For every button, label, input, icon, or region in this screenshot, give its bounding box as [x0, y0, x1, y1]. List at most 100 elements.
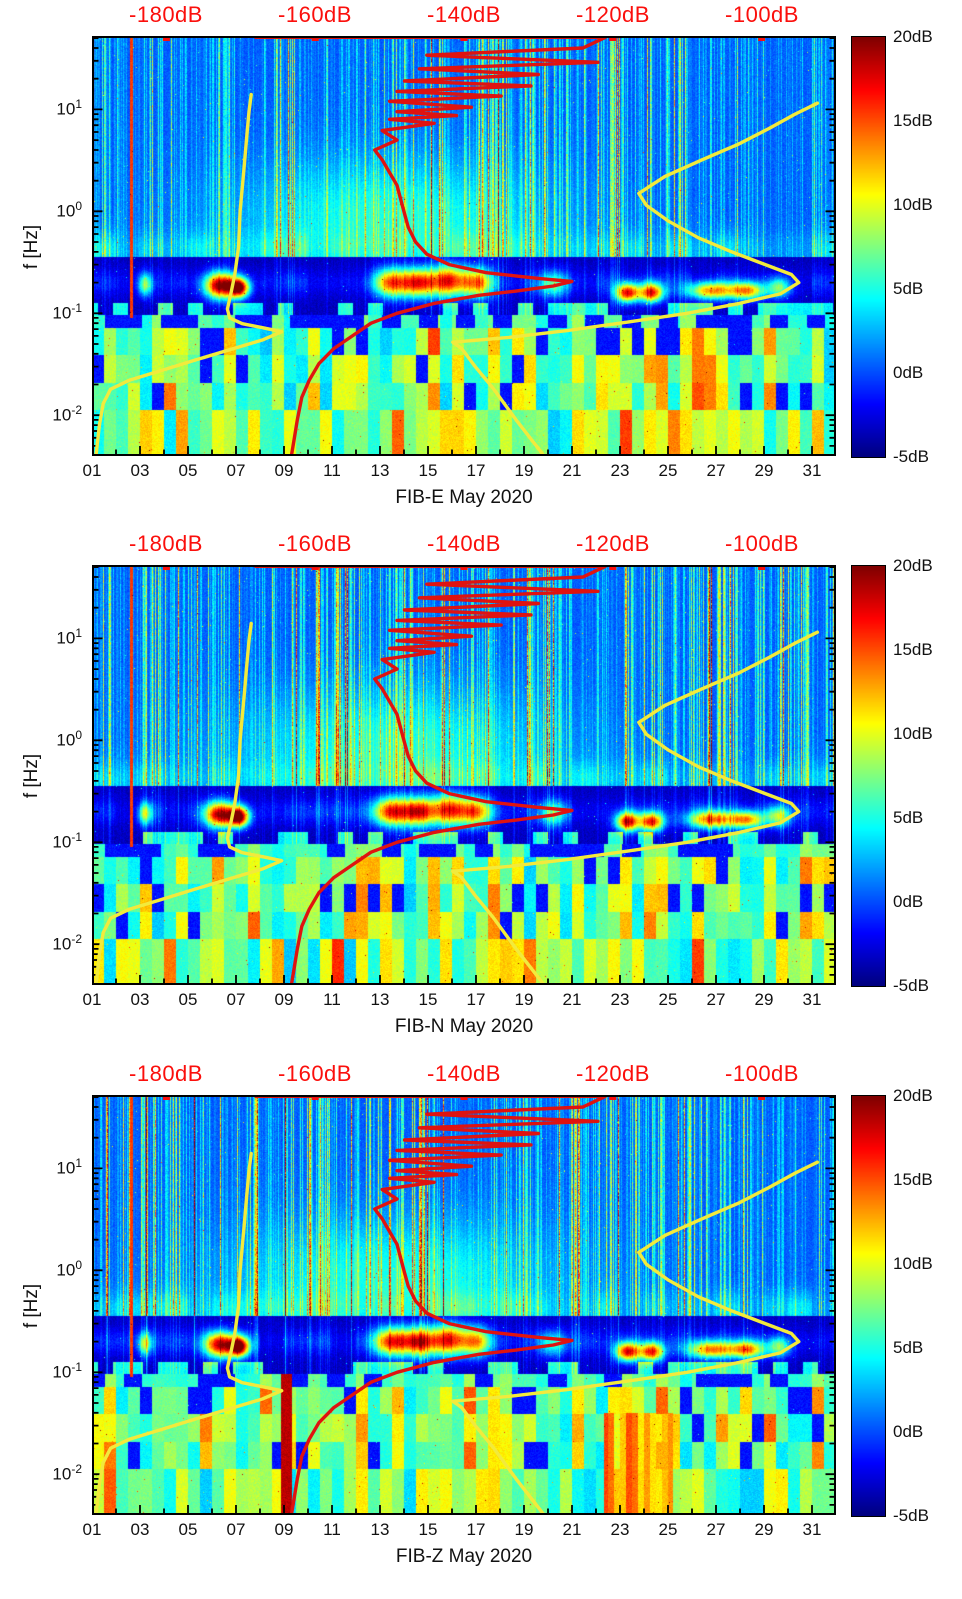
colorbar-tick-label: 15dB	[893, 640, 933, 659]
colorbar-tick-label: 10dB	[893, 1254, 933, 1273]
x-tick-label: 09	[274, 461, 294, 480]
y-tick-label: 100	[56, 728, 82, 750]
x-tick-label: 21	[562, 1520, 582, 1539]
top-db-label: -100dB	[725, 2, 799, 27]
x-tick-label: 17	[466, 1520, 486, 1539]
colorbar-tick-label: 0dB	[893, 363, 924, 382]
x-tick-label: 05	[178, 461, 198, 480]
colorbar-canvas	[852, 566, 885, 986]
colorbar-tick-label: 10dB	[893, 724, 933, 743]
colorbar-tick-label: 0dB	[893, 1422, 924, 1441]
x-tick-label: 27	[706, 990, 726, 1009]
x-tick-label: 09	[274, 1520, 294, 1539]
x-tick-label: 07	[226, 1520, 246, 1539]
y-tick-labels: 101 100 10-1 10-2	[0, 1095, 86, 1515]
top-db-label: -120dB	[576, 2, 650, 27]
colorbar-tick-label: -5dB	[893, 1506, 929, 1525]
y-tick-label: 10-2	[52, 932, 82, 954]
x-tick-label: 19	[514, 461, 534, 480]
colorbar	[851, 36, 886, 458]
x-tick-label: 25	[658, 990, 678, 1009]
x-tick-label: 29	[754, 461, 774, 480]
colorbar-tick-label: 20dB	[893, 27, 933, 46]
spectrogram-plot	[92, 36, 836, 456]
top-db-axis-labels: -180dB -160dB -140dB -120dB -100dB	[92, 531, 836, 561]
colorbar-tick-label: 15dB	[893, 111, 933, 130]
x-tick-label: 09	[274, 990, 294, 1009]
x-tick-label: 15	[418, 1520, 438, 1539]
x-tick-label: 03	[130, 990, 150, 1009]
x-tick-label: 11	[323, 461, 341, 480]
top-db-label: -140dB	[427, 2, 501, 27]
top-db-axis-labels: -180dB -160dB -140dB -120dB -100dB	[92, 2, 836, 32]
x-tick-label: 07	[226, 990, 246, 1009]
y-tick-label: 10-1	[52, 830, 82, 852]
colorbar-tick-label: 5dB	[893, 808, 924, 827]
top-db-label: -180dB	[129, 2, 203, 27]
y-tick-label: 100	[56, 1258, 82, 1280]
top-db-label: -100dB	[725, 531, 799, 556]
y-tick-label: 10-1	[52, 1360, 82, 1382]
top-db-label: -120dB	[576, 1061, 650, 1086]
top-db-label: -160dB	[278, 2, 352, 27]
panel-fib-z: -180dB -160dB -140dB -120dB -100dB f [Hz] 10…	[0, 1059, 962, 1599]
x-axis-label: FIB-N May 2020	[394, 1016, 534, 1037]
x-tick-label: 11	[323, 1520, 341, 1539]
x-axis-label: FIB-E May 2020	[395, 487, 533, 508]
x-tick-label: 29	[754, 1520, 774, 1539]
y-tick-label: 101	[56, 626, 82, 648]
top-db-axis-labels: -180dB -160dB -140dB -120dB -100dB	[92, 1061, 836, 1091]
colorbar	[851, 565, 886, 987]
x-tick-label: 27	[706, 461, 726, 480]
x-tick-label: 03	[130, 1520, 150, 1539]
x-tick-labels: 01 03 05 07 09 11 13 15 17 19 21 23 25 27 29 31	[83, 461, 836, 483]
x-tick-labels: 01 03 05 07 09 11 13 15 17 19 21 23 25 27 29 31	[83, 1520, 836, 1542]
x-tick-label: 03	[130, 461, 150, 480]
x-tick-label: 27	[706, 1520, 726, 1539]
colorbar	[851, 1095, 886, 1517]
x-tick-label: 15	[418, 990, 438, 1009]
x-tick-label: 05	[178, 990, 198, 1009]
x-tick-label: 23	[610, 990, 630, 1009]
y-tick-label: 10-1	[52, 301, 82, 323]
x-tick-label: 01	[82, 461, 102, 480]
top-db-label: -120dB	[576, 531, 650, 556]
x-tick-label: 13	[370, 1520, 390, 1539]
x-tick-label: 25	[658, 461, 678, 480]
x-tick-label: 01	[82, 990, 102, 1009]
x-tick-label: 23	[610, 461, 630, 480]
x-tick-label: 17	[466, 990, 486, 1009]
colorbar-tick-label: 5dB	[893, 1338, 924, 1357]
y-tick-label: 101	[56, 1156, 82, 1178]
x-tick-label: 31	[802, 461, 822, 480]
x-tick-label: 11	[323, 990, 341, 1009]
x-tick-label: 19	[514, 990, 534, 1009]
spectrogram-canvas	[92, 36, 836, 456]
colorbar-tick-label: 0dB	[893, 892, 924, 911]
top-db-label: -140dB	[427, 531, 501, 556]
colorbar-tick-label: 20dB	[893, 1086, 933, 1105]
colorbar-tick-label: -5dB	[893, 447, 929, 466]
top-db-label: -100dB	[725, 1061, 799, 1086]
y-tick-label: 10-2	[52, 403, 82, 425]
y-tick-labels: 101 100 10-1 10-2	[0, 565, 86, 985]
spectrogram-canvas	[92, 1095, 836, 1515]
colorbar-tick-labels: 20dB 15dB 10dB 5dB 0dB -5dB	[893, 1086, 959, 1525]
y-tick-label: 101	[56, 97, 82, 119]
top-db-label: -140dB	[427, 1061, 501, 1086]
x-tick-label: 17	[466, 461, 486, 480]
colorbar-tick-label: 5dB	[893, 279, 924, 298]
colorbar-tick-labels: 20dB 15dB 10dB 5dB 0dB -5dB	[893, 556, 959, 995]
x-tick-label: 29	[754, 990, 774, 1009]
top-db-label: -160dB	[278, 1061, 352, 1086]
colorbar-tick-labels: 20dB 15dB 10dB 5dB 0dB -5dB	[893, 27, 959, 466]
spectrogram-canvas	[92, 565, 836, 985]
x-tick-label: 31	[802, 1520, 822, 1539]
colorbar-canvas	[852, 37, 885, 457]
x-tick-label: 15	[418, 461, 438, 480]
x-tick-label: 25	[658, 1520, 678, 1539]
x-tick-label: 05	[178, 1520, 198, 1539]
x-tick-labels: 01 03 05 07 09 11 13 15 17 19 21 23 25 27 29 31	[83, 990, 836, 1012]
panel-fib-n: -180dB -160dB -140dB -120dB -100dB f [Hz] 10…	[0, 529, 962, 1058]
top-db-label: -180dB	[129, 531, 203, 556]
